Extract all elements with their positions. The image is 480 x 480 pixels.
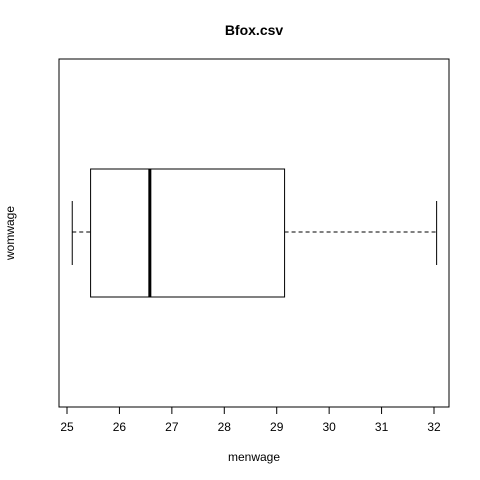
- x-tick-label: 31: [375, 420, 389, 434]
- x-axis-label: menwage: [228, 450, 280, 464]
- box-plot: [71, 168, 438, 298]
- chart-title: Bfox.csv: [225, 22, 284, 38]
- x-tick-label: 25: [60, 420, 74, 434]
- x-axis: 25 26 27 28 29 30 31 32: [60, 406, 441, 434]
- x-tick-label: 26: [113, 420, 127, 434]
- iqr-box: [90, 168, 286, 298]
- x-tick-label: 29: [270, 420, 284, 434]
- x-tick-label: 27: [165, 420, 179, 434]
- x-tick-label: 32: [427, 420, 441, 434]
- x-tick-label: 30: [322, 420, 336, 434]
- x-tick-label: 28: [218, 420, 232, 434]
- y-axis-label: womwage: [3, 206, 17, 261]
